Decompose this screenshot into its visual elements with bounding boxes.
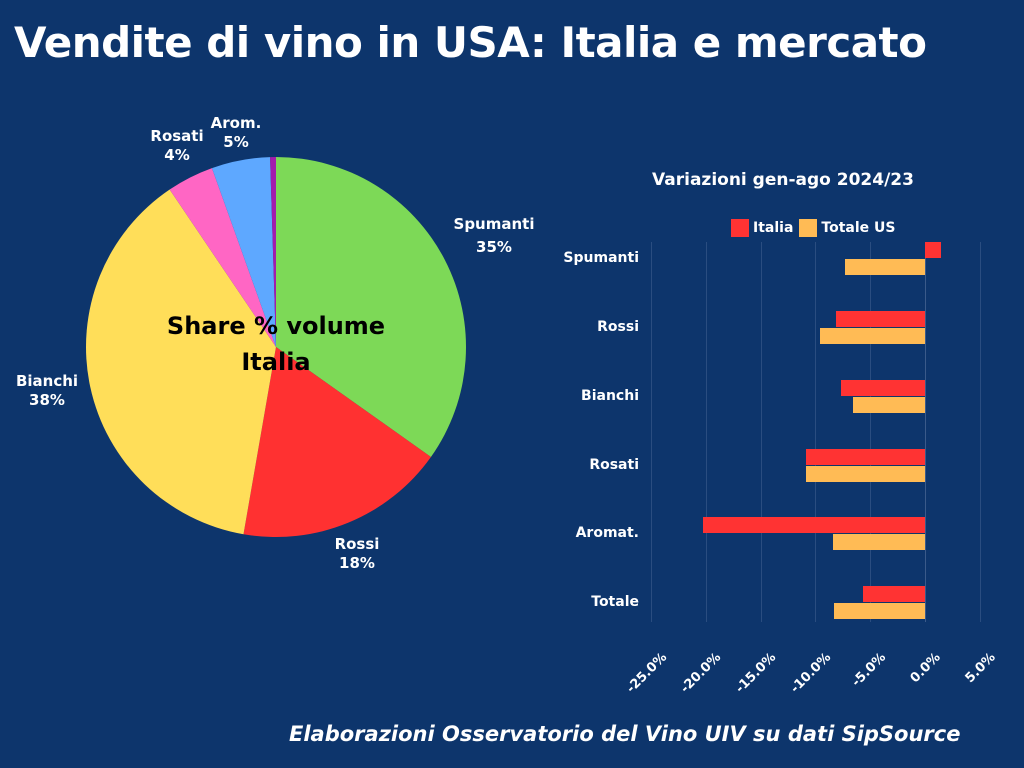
legend-item-italia: Italia (731, 219, 793, 237)
bar-totale-us (844, 259, 925, 275)
gridline (705, 242, 707, 622)
pie-label-pct: 35% (476, 238, 512, 256)
pie-label-pct: 4% (164, 146, 190, 164)
bar-italia (862, 586, 925, 602)
gridline (870, 242, 872, 622)
pie-label-bianchi: Bianchi 38% (16, 372, 78, 410)
legend-label: Italia (753, 220, 794, 236)
pie-slice-altro (270, 157, 276, 347)
pie-label-pct: 5% (223, 133, 249, 151)
bar-italia (805, 449, 925, 465)
pie-label-name: Arom. (210, 114, 262, 132)
source-footer: Elaborazioni Osservatorio del Vino UIV s… (289, 722, 961, 746)
pie-label-spumanti: Spumanti 35% (454, 215, 535, 257)
pie-label-name: Rossi (334, 535, 380, 553)
x-tick-label: -5.0% (848, 650, 889, 690)
pie-label-name: Rosati (150, 127, 204, 145)
bar-italia (840, 380, 925, 396)
pie-slice-rossi (243, 347, 431, 537)
legend-label: Totale US (821, 220, 896, 236)
category-label: Rossi (597, 319, 639, 335)
bar-italia (836, 311, 925, 327)
pie-label-pct: 38% (29, 391, 65, 409)
gridline (651, 242, 652, 622)
legend-item-totale-us: Totale US (799, 219, 895, 237)
gridline (760, 242, 762, 622)
pie-slice-aromatici (211, 157, 276, 347)
gridline (815, 242, 817, 622)
x-tick-label: -20.0% (678, 650, 725, 697)
bar-totale-us (834, 603, 925, 619)
x-tick-label: -10.0% (787, 650, 835, 697)
x-tick-label: -25.0% (623, 650, 670, 697)
pie-label-name: Spumanti (453, 215, 535, 233)
x-tick-label: 5.0% (962, 650, 999, 687)
pie-slice-bianchi (85, 189, 277, 535)
pie-chart (85, 157, 467, 537)
category-label: Rosati (589, 457, 639, 473)
bar-chart-title: Variazioni gen-ago 2024/23 (652, 170, 914, 190)
bar-totale-us (832, 534, 925, 550)
category-label: Aromat. (575, 525, 639, 541)
x-tick-label: -15.0% (732, 650, 780, 697)
pie-center-line1: Share % volume (166, 312, 386, 340)
pie-label-name: Bianchi (15, 372, 79, 390)
category-label: Totale (591, 594, 639, 610)
pie-center-label: Share % volume Italia (167, 308, 385, 380)
gridline (979, 242, 981, 622)
page-title: Vendite di vino in USA: Italia e mercato (14, 18, 927, 67)
legend-swatch-italia (731, 219, 749, 237)
gridline (925, 242, 926, 622)
category-label: Spumanti (563, 250, 639, 266)
bar-legend: Italia Totale US (731, 219, 901, 237)
bar-italia (925, 242, 942, 258)
bar-italia (702, 517, 925, 533)
pie-label-aromatici: Arom. 5% (211, 114, 262, 152)
bar-totale-us (805, 466, 925, 482)
pie-slice-rosati (169, 168, 276, 347)
pie-label-rosati: Rosati 4% (150, 127, 203, 165)
legend-swatch-totale-us (799, 219, 818, 237)
pie-center-line2: Italia (241, 348, 311, 376)
x-tick-label: 0.0% (907, 650, 944, 687)
bar-totale-us (852, 397, 925, 413)
pie-slice-spumanti (276, 157, 467, 457)
pie-label-rossi: Rossi 18% (335, 535, 380, 573)
pie-label-pct: 18% (339, 554, 375, 572)
bar-totale-us (819, 328, 925, 344)
category-label: Bianchi (581, 388, 639, 404)
